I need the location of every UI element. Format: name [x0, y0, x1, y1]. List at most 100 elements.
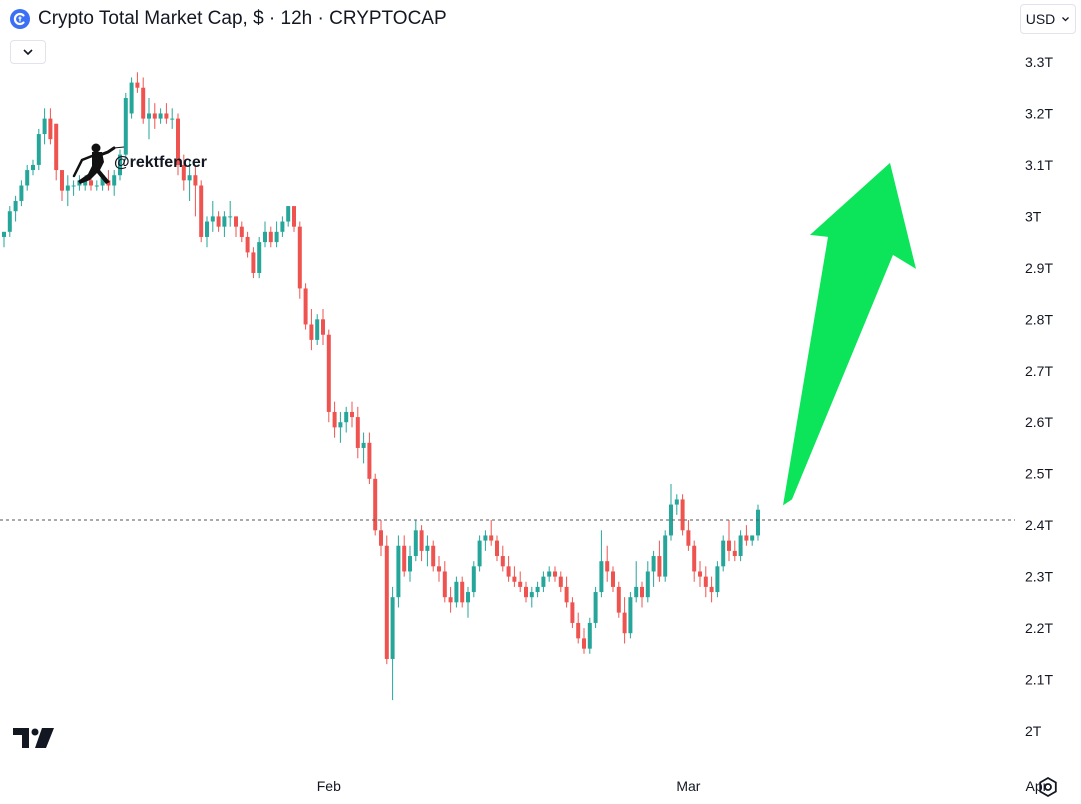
candle — [332, 401, 337, 438]
price-axis[interactable]: 3.3T 3.2T 3.1T 3T 2.9T 2.8T 2.7T 2.6T 2.5T 2.4T 2.… — [1025, 54, 1053, 739]
candle-body — [576, 622, 581, 639]
candle-body — [634, 586, 639, 598]
candle — [680, 494, 685, 536]
candle-body — [413, 530, 418, 557]
candle-body — [164, 113, 169, 119]
candle-body — [593, 592, 598, 623]
candle — [744, 525, 749, 546]
candle-body — [205, 221, 209, 237]
candle-body — [727, 540, 731, 551]
candle — [187, 159, 192, 201]
candle-body — [181, 164, 186, 181]
currency-label: USD — [1025, 11, 1056, 27]
candle — [181, 154, 186, 191]
time-axis[interactable]: Feb Mar Apr — [317, 778, 1048, 794]
candle — [727, 520, 731, 562]
candle-body — [268, 231, 273, 243]
candle-body — [518, 581, 523, 587]
candle-body — [129, 82, 134, 114]
candle-body — [60, 170, 64, 191]
candle-body — [297, 226, 302, 289]
candle-body — [756, 509, 760, 536]
candle-body — [106, 180, 111, 186]
price-tick-label: 2.4T — [1025, 517, 1053, 533]
candle-body — [483, 535, 488, 541]
candle-body — [257, 242, 262, 273]
candle — [460, 576, 465, 608]
candle-body — [512, 576, 517, 582]
candle-body — [245, 236, 250, 253]
candle-body — [640, 586, 644, 598]
candle — [431, 540, 436, 572]
candle — [321, 309, 325, 346]
candle — [663, 530, 668, 582]
candle — [350, 401, 354, 428]
candle-body — [477, 540, 482, 567]
collapse-legend-button[interactable] — [10, 40, 46, 64]
candle — [286, 206, 291, 227]
candle-body — [698, 571, 702, 577]
candle — [564, 576, 569, 608]
candle — [616, 581, 621, 618]
chart-title: Crypto Total Market Cap, $ · 12h · CRYPT… — [38, 8, 447, 29]
candle — [297, 221, 302, 299]
candle — [413, 520, 418, 562]
candle-body — [732, 550, 737, 557]
candle-body — [25, 170, 30, 186]
candle — [31, 159, 35, 176]
candle-body — [216, 216, 221, 227]
time-tick-label: Mar — [676, 778, 700, 794]
price-tick-label: 2.3T — [1025, 569, 1053, 585]
candle — [152, 103, 157, 129]
candle-body — [31, 164, 35, 171]
price-tick-label: 3.3T — [1025, 54, 1053, 70]
candle — [118, 149, 122, 181]
currency-selector[interactable]: USD — [1020, 4, 1076, 34]
candle-body — [535, 586, 540, 593]
candle — [379, 520, 383, 557]
candle — [384, 535, 389, 665]
candle-body — [460, 581, 465, 603]
candle-body — [384, 545, 389, 659]
candle-body — [680, 499, 685, 531]
candle — [611, 566, 615, 593]
candle-body — [89, 180, 93, 186]
time-tick-label: Feb — [317, 778, 341, 794]
candle-body — [721, 540, 726, 567]
candle — [193, 164, 198, 217]
candle-body — [419, 530, 424, 551]
candle-body — [599, 561, 604, 593]
candle — [408, 545, 412, 582]
tradingview-logo-icon[interactable] — [13, 728, 55, 748]
candle — [483, 530, 488, 551]
candle — [605, 545, 610, 582]
candle — [599, 530, 604, 598]
candle-body — [42, 118, 47, 135]
candle-body — [750, 535, 755, 541]
candle — [48, 108, 53, 145]
chevron-down-icon — [23, 49, 33, 56]
candle — [71, 180, 76, 196]
candle-body — [71, 185, 76, 187]
candle — [425, 535, 430, 567]
candle-body — [292, 206, 296, 227]
settings-gear-icon[interactable] — [1037, 776, 1059, 798]
candle — [721, 535, 726, 572]
candle — [141, 77, 146, 124]
candle-body — [616, 586, 621, 613]
candle — [529, 586, 534, 608]
candle-body — [193, 175, 198, 186]
candle — [622, 597, 627, 644]
candle — [344, 406, 349, 433]
candle — [65, 175, 70, 207]
candle — [686, 520, 691, 551]
candle-body — [309, 324, 314, 340]
candle-body — [303, 288, 308, 325]
candle — [355, 406, 360, 459]
candle — [593, 586, 598, 629]
price-tick-label: 2.6T — [1025, 414, 1053, 430]
candle — [36, 128, 41, 171]
candle-body — [466, 592, 470, 603]
candle-body — [83, 180, 88, 186]
